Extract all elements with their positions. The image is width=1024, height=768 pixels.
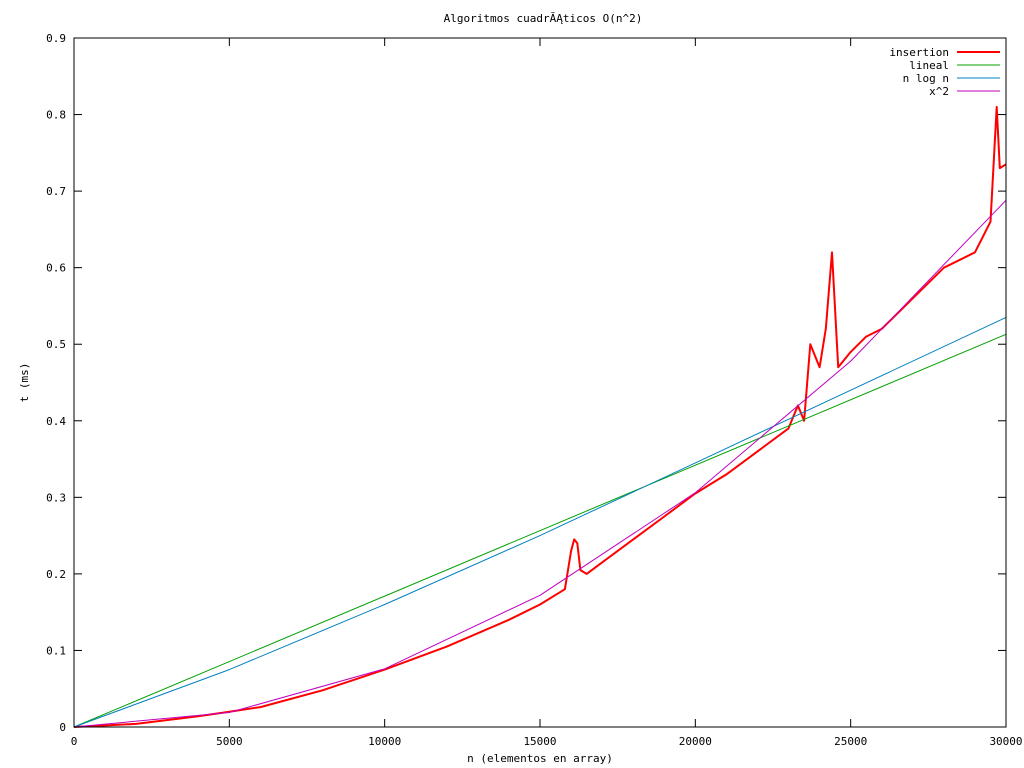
plot-frame: [73, 37, 1007, 728]
y-tick-label: 0.6: [46, 262, 66, 275]
legend-label-insertion: insertion: [889, 46, 949, 59]
series-line-lineal: [73, 333, 1007, 728]
x-tick-label: 15000: [523, 735, 556, 748]
x-tick-label: 20000: [679, 735, 712, 748]
series-line-n-log-n: [73, 316, 1007, 728]
legend-label-x-2: x^2: [929, 85, 949, 98]
y-tick-label: 0.2: [46, 568, 66, 581]
chart-title: Algoritmos cuadrĂĄticos O(n^2): [444, 12, 643, 25]
legend-label-lineal: lineal: [909, 59, 949, 72]
x-tick-label: 10000: [368, 735, 401, 748]
y-tick-label: 0.1: [46, 644, 66, 657]
x-tick-label: 30000: [989, 735, 1022, 748]
y-tick-label: 0.3: [46, 491, 66, 504]
legend-label-n-log-n: n log n: [903, 72, 949, 85]
y-tick-label: 0: [59, 721, 66, 734]
y-tick-label: 0.4: [46, 415, 66, 428]
series-line-x-2: [73, 199, 1007, 728]
y-axis-label: t (ms): [18, 363, 31, 403]
y-tick-label: 0.9: [46, 32, 66, 45]
x-tick-label: 25000: [834, 735, 867, 748]
series-layer: [73, 105, 1007, 728]
series-line-insertion: [73, 105, 1007, 728]
x-tick-label: 0: [71, 735, 78, 748]
x-tick-label: 5000: [216, 735, 243, 748]
axis-ticks: 0 5000 10000 15000 20000 25000 30000 0 0.1 0.2 0.3…: [46, 32, 1022, 748]
y-tick-label: 0.5: [46, 338, 66, 351]
y-tick-label: 0.7: [46, 185, 66, 198]
x-axis-label: n (elementos en array): [467, 752, 613, 765]
y-tick-label: 0.8: [46, 109, 66, 122]
